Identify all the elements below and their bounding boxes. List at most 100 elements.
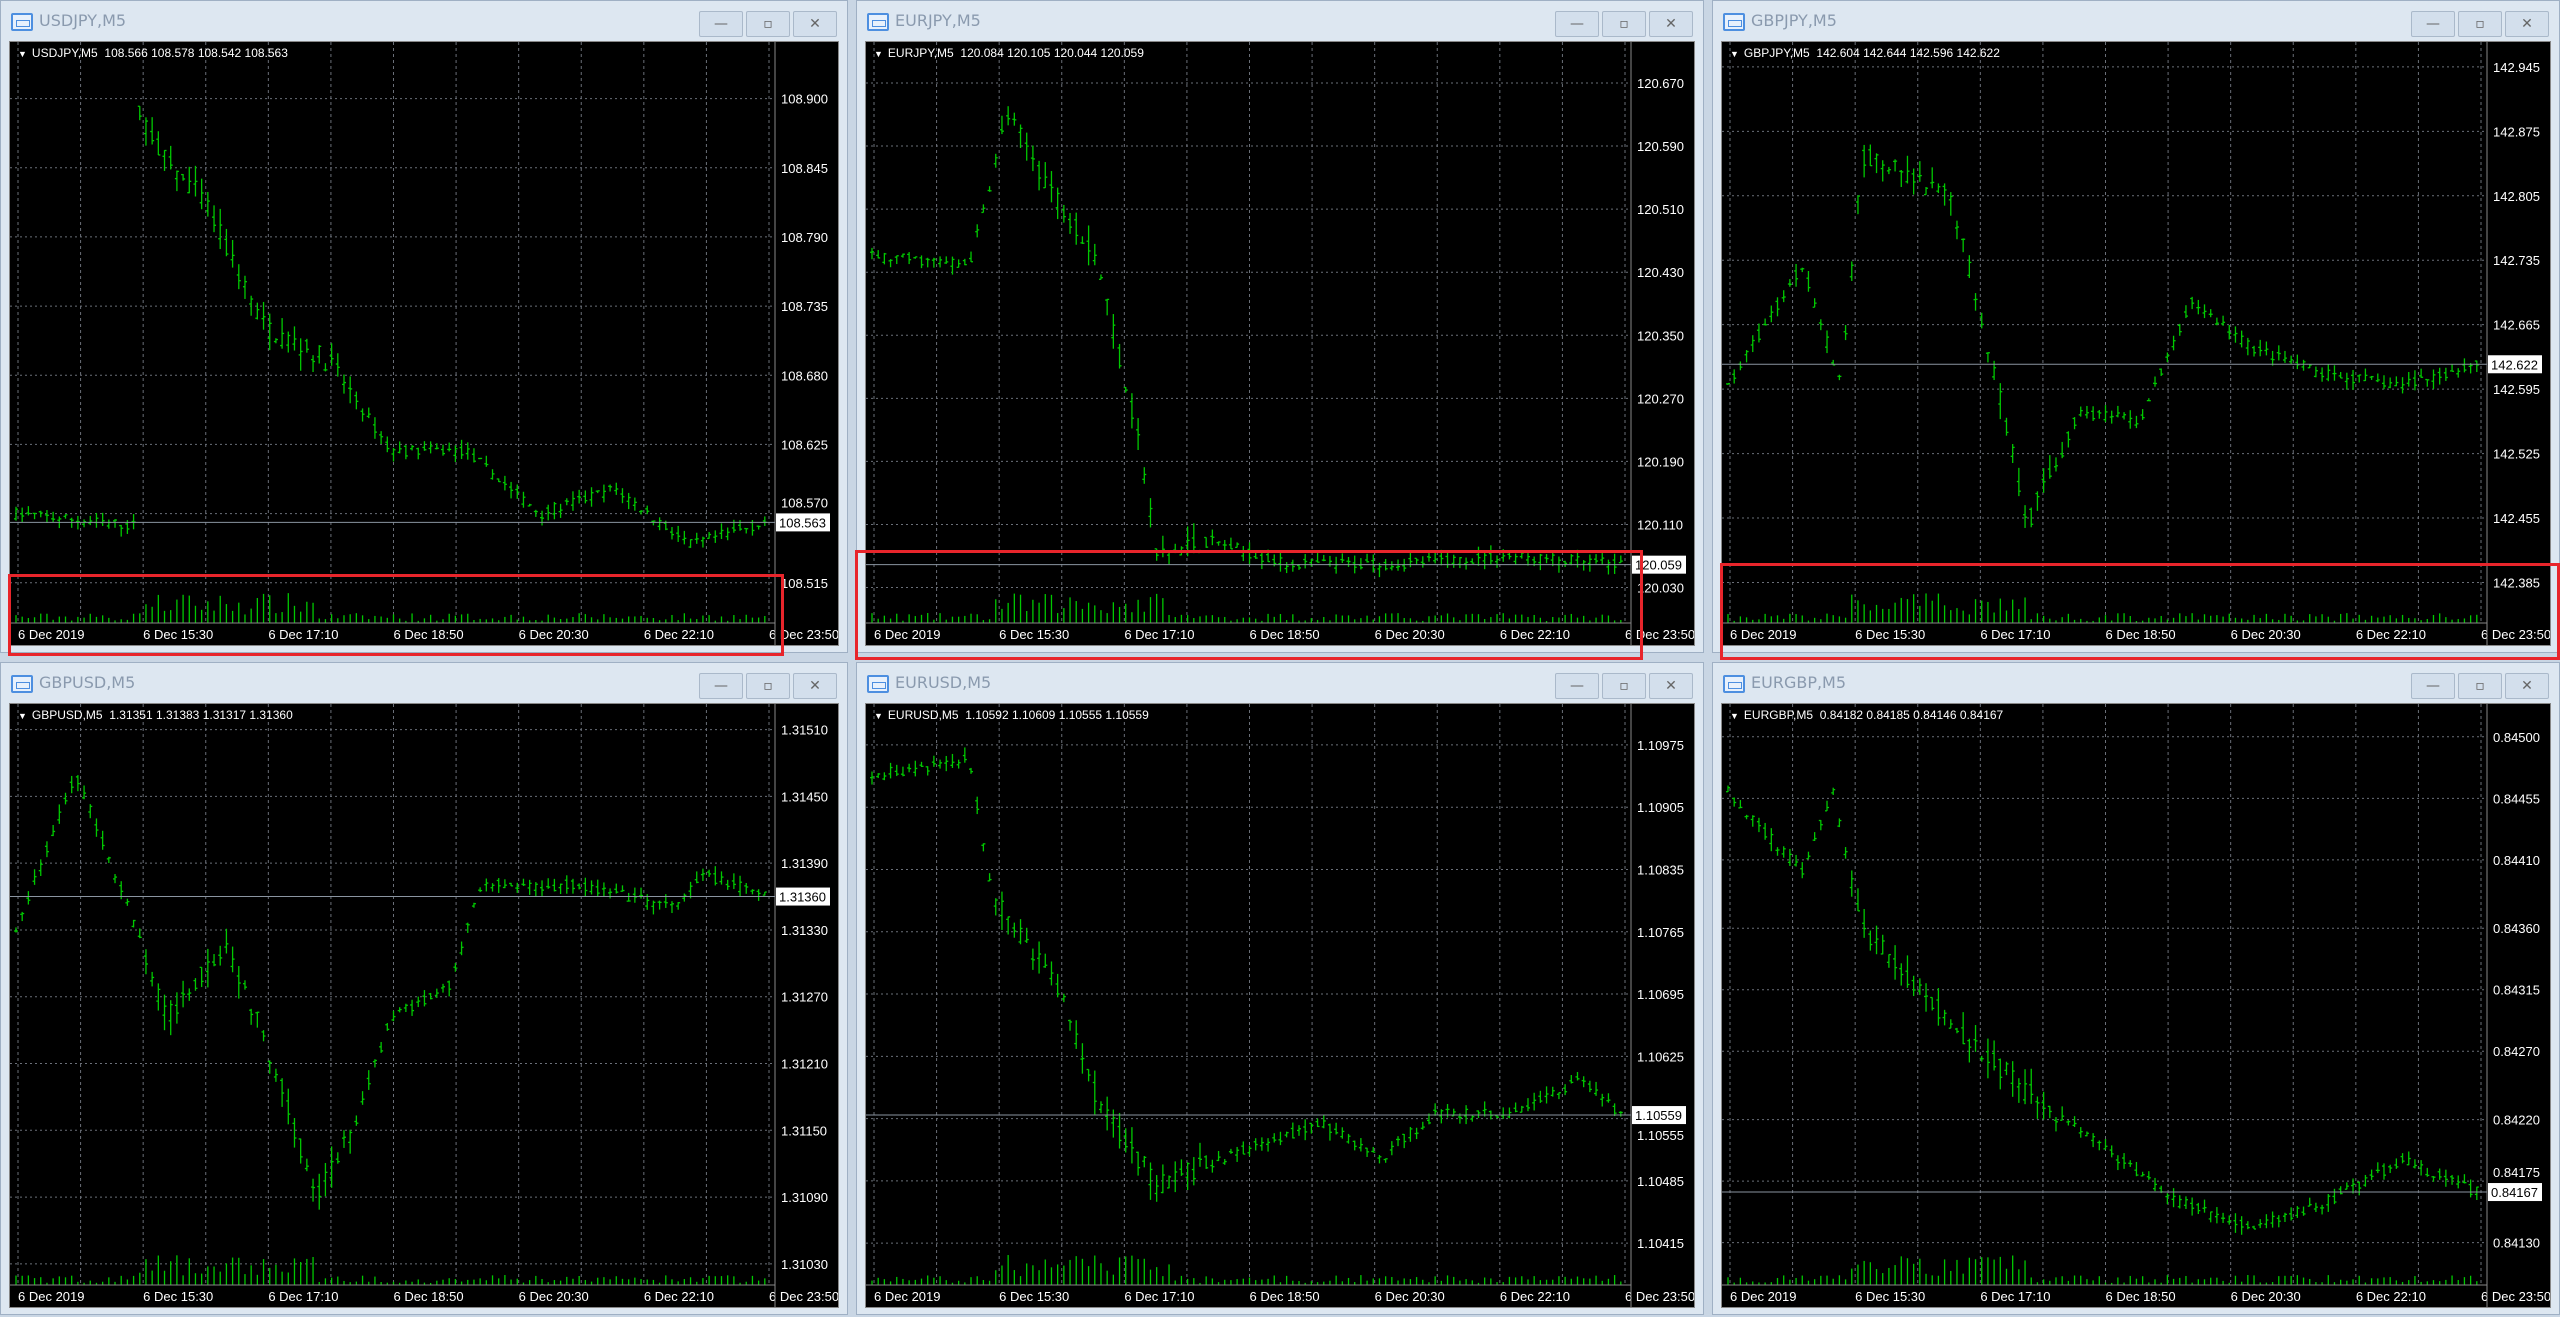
window-titlebar[interactable]: EURUSD,M5 — ▫ ✕ [857, 663, 1703, 703]
minimize-button[interactable]: — [2411, 11, 2455, 37]
dropdown-triangle-icon[interactable]: ▼ [1730, 49, 1739, 59]
chart-window-gbpusd[interactable]: GBPUSD,M5 — ▫ ✕ ▼ GBPUSD,M5 1.31351 1.313… [0, 662, 848, 1315]
price-bar [657, 517, 662, 531]
chart-header: ▼ EURGBP,M5 0.84182 0.84185 0.84146 0.841… [1730, 708, 2003, 722]
price-bar [1408, 1126, 1413, 1142]
chart-window-eurgbp[interactable]: EURGBP,M5 — ▫ ✕ ▼ EURGBP,M5 0.84182 0.841… [1712, 662, 2560, 1315]
price-bar [1012, 922, 1017, 938]
close-button[interactable]: ✕ [2505, 11, 2549, 37]
price-bar [2406, 372, 2411, 387]
price-bar [870, 771, 874, 785]
close-button[interactable]: ✕ [2505, 673, 2549, 699]
price-bar [1924, 186, 1929, 196]
close-button[interactable]: ✕ [1649, 673, 1693, 699]
chart-window-icon [11, 675, 33, 693]
price-bar [1476, 1110, 1481, 1118]
time-axis-label: 6 Dec 18:50 [2106, 627, 2176, 642]
chart-window-gbpjpy[interactable]: GBPJPY,M5 — ▫ ✕ ▼ GBPJPY,M5 142.604 142.6… [1712, 0, 2560, 653]
window-titlebar[interactable]: GBPJPY,M5 — ▫ ✕ [1713, 1, 2559, 41]
price-bar [1197, 1142, 1202, 1167]
price-bar [515, 882, 520, 893]
price-bar [1998, 1058, 2003, 1090]
price-bar [1259, 1137, 1264, 1151]
price-bar [1917, 978, 1922, 995]
price-bar [1068, 1019, 1073, 1031]
price-bar [2295, 354, 2300, 370]
restore-button[interactable]: ▫ [746, 11, 790, 37]
price-bar [2412, 370, 2417, 391]
window-titlebar[interactable]: EURGBP,M5 — ▫ ✕ [1713, 663, 2559, 703]
price-bar [2122, 412, 2127, 420]
price-bar [669, 527, 674, 540]
dropdown-triangle-icon[interactable]: ▼ [874, 49, 883, 59]
minimize-button[interactable]: — [2411, 673, 2455, 699]
price-bar [1111, 314, 1116, 349]
price-bar [2357, 374, 2362, 383]
dropdown-triangle-icon[interactable]: ▼ [874, 711, 883, 721]
price-bar [1612, 1103, 1617, 1117]
price-bar [931, 755, 936, 767]
price-bar [1800, 862, 1805, 879]
close-button[interactable]: ✕ [1649, 11, 1693, 37]
price-bar [1123, 1128, 1128, 1153]
price-bar [341, 1130, 346, 1148]
price-chart[interactable]: ▼ EURGBP,M5 0.84182 0.84185 0.84146 0.841… [1721, 703, 2551, 1308]
price-chart[interactable]: ▼ GBPJPY,M5 142.604 142.644 142.596 142.6… [1721, 41, 2551, 646]
close-button[interactable]: ✕ [793, 11, 837, 37]
close-button[interactable]: ✕ [793, 673, 837, 699]
price-bar [1868, 144, 1873, 167]
restore-button[interactable]: ▫ [1602, 673, 1646, 699]
price-bar [187, 166, 192, 194]
price-bar [2450, 364, 2455, 372]
chart-header: ▼ GBPJPY,M5 142.604 142.644 142.596 142.6… [1730, 46, 2000, 60]
minimize-button[interactable]: — [1555, 673, 1599, 699]
price-chart[interactable]: ▼ EURUSD,M5 1.10592 1.10609 1.10555 1.105… [865, 703, 1695, 1308]
current-price-label: 1.10559 [1635, 1108, 1682, 1123]
restore-button[interactable]: ▫ [2458, 11, 2502, 37]
restore-button[interactable]: ▫ [2458, 673, 2502, 699]
window-titlebar[interactable]: USDJPY,M5 — ▫ ✕ [1, 1, 847, 41]
price-bar [335, 353, 340, 377]
restore-button[interactable]: ▫ [746, 673, 790, 699]
restore-button[interactable]: ▫ [1602, 11, 1646, 37]
chart-window-icon [867, 675, 889, 693]
dropdown-triangle-icon[interactable]: ▼ [18, 711, 27, 721]
time-axis-label: 6 Dec 15:30 [1855, 627, 1925, 642]
minimize-button[interactable]: — [699, 11, 743, 37]
price-bar [2431, 369, 2436, 390]
price-bar [762, 891, 767, 896]
chart-window-eurjpy[interactable]: EURJPY,M5 — ▫ ✕ ▼ EURJPY,M5 120.084 120.1… [856, 0, 1704, 653]
price-bar [509, 481, 514, 499]
price-bar [944, 755, 949, 772]
chart-window-usdjpy[interactable]: USDJPY,M5 — ▫ ✕ ▼ USDJPY,M5 108.566 108.5… [0, 0, 848, 653]
price-chart[interactable]: ▼ GBPUSD,M5 1.31351 1.31383 1.31317 1.313… [9, 703, 839, 1308]
price-bar [453, 445, 458, 463]
time-axis-label: 6 Dec 22:10 [1500, 1289, 1570, 1304]
chart-window-eurusd[interactable]: EURUSD,M5 — ▫ ✕ ▼ EURUSD,M5 1.10592 1.106… [856, 662, 1704, 1315]
price-bar [447, 980, 452, 997]
price-bar [1228, 537, 1233, 550]
price-bar [1781, 290, 1786, 303]
price-bar [187, 988, 192, 1001]
price-chart[interactable]: ▼ EURJPY,M5 120.084 120.105 120.044 120.0… [865, 41, 1695, 646]
price-axis-label: 1.10905 [1637, 800, 1684, 815]
price-bar [379, 1041, 384, 1053]
price-bar [2035, 491, 2040, 511]
price-bar [224, 228, 229, 257]
price-bar [397, 441, 402, 454]
minimize-button[interactable]: — [699, 673, 743, 699]
price-bar [744, 527, 749, 534]
window-titlebar[interactable]: EURJPY,M5 — ▫ ✕ [857, 1, 1703, 41]
price-bar [1973, 293, 1978, 311]
minimize-button[interactable]: — [1555, 11, 1599, 37]
price-bar [323, 1162, 328, 1197]
time-axis-label: 6 Dec 22:10 [2356, 627, 2426, 642]
price-bar [51, 511, 56, 522]
dropdown-triangle-icon[interactable]: ▼ [18, 49, 27, 59]
window-titlebar[interactable]: GBPUSD,M5 — ▫ ✕ [1, 663, 847, 703]
price-bar [1954, 220, 1959, 240]
price-bar [1905, 955, 1910, 988]
dropdown-triangle-icon[interactable]: ▼ [1730, 711, 1739, 721]
price-chart[interactable]: ▼ USDJPY,M5 108.566 108.578 108.542 108.5… [9, 41, 839, 646]
price-bar [459, 439, 464, 460]
